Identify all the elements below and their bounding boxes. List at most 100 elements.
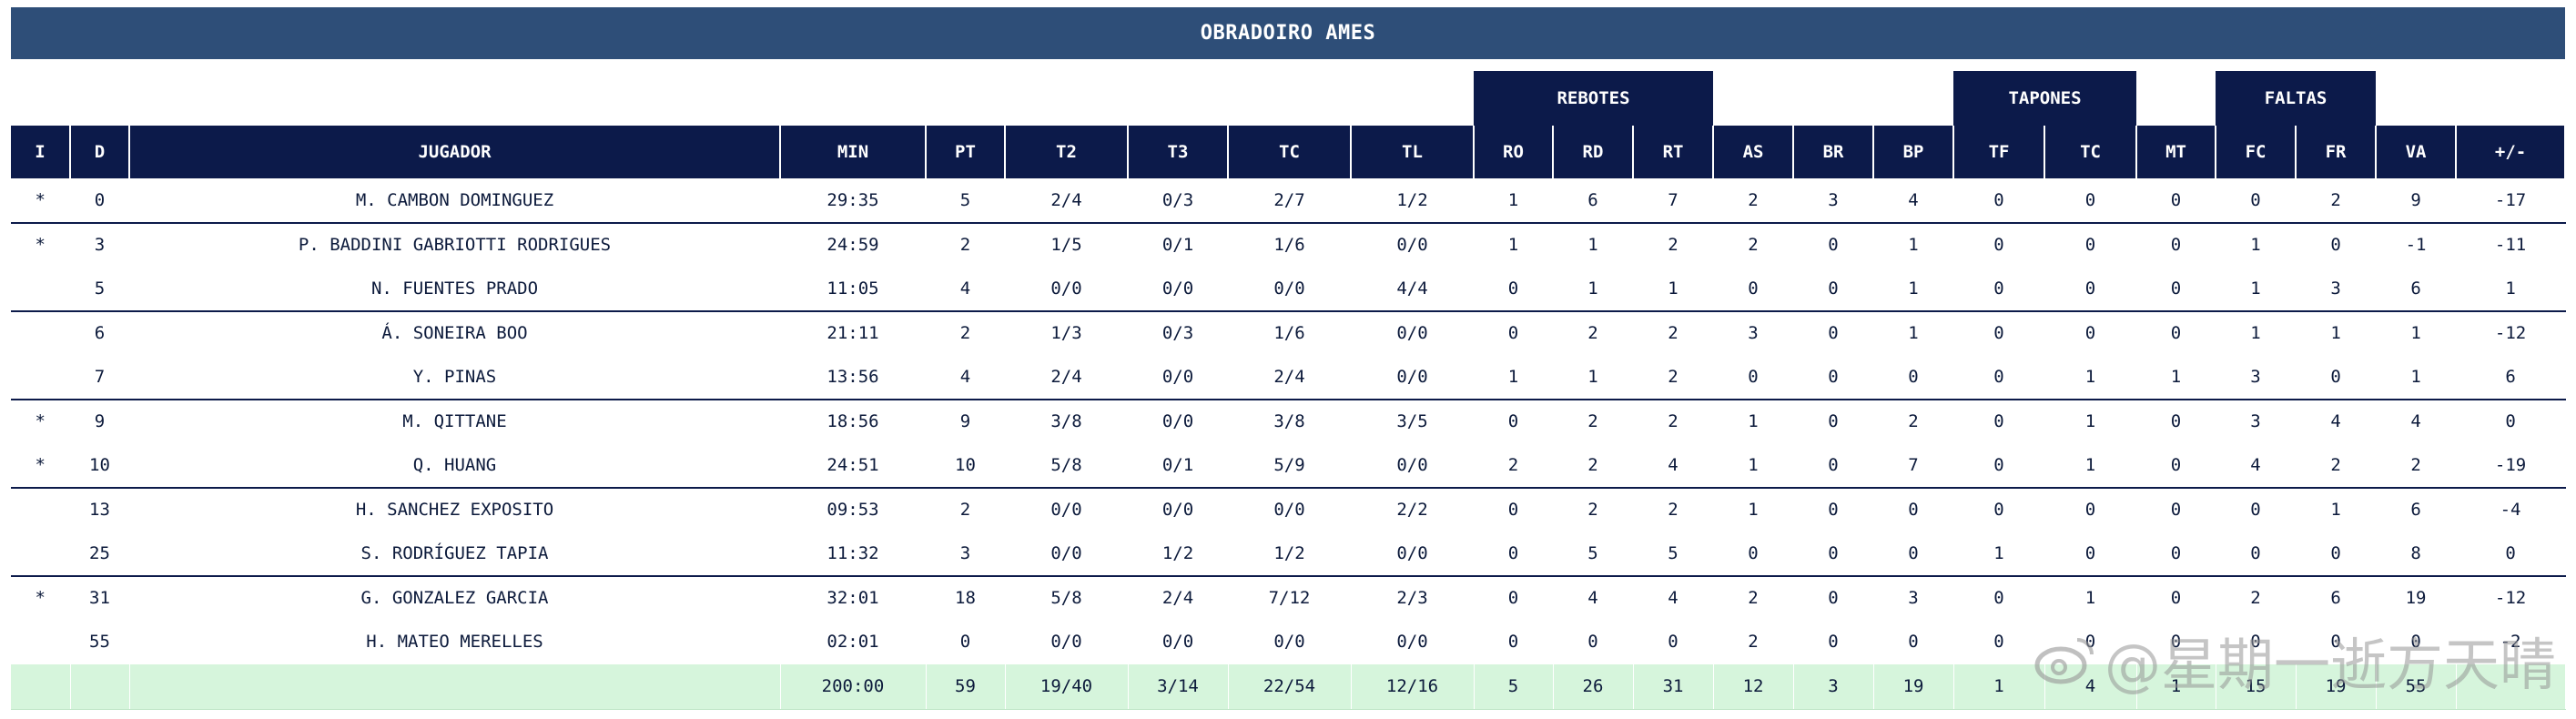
stat-cell: 3 — [1793, 178, 1874, 224]
stat-cell: 0 — [2136, 399, 2216, 443]
stat-cell: 3 — [2216, 399, 2297, 443]
stat-cell: 0 — [1953, 222, 2045, 267]
stat-cell: 0 — [1953, 399, 2045, 443]
stat-cell: 0 — [1793, 355, 1874, 400]
stat-cell: 9 — [2376, 178, 2457, 224]
stat-cell: 1 — [1713, 399, 1794, 443]
stat-cell: 7 — [70, 355, 130, 400]
stat-cell: 0 — [2044, 178, 2137, 224]
stat-cell: 0 — [1873, 532, 1954, 577]
stat-cell: 0 — [2296, 355, 2377, 400]
stat-cell: 4 — [1633, 575, 1714, 620]
player-row: * 0 M. CAMBON DOMINGUEZ 29:35 5 2/4 0/3 2/7 1/2 1… — [11, 178, 2566, 224]
player-name: N. FUENTES PRADO — [129, 267, 781, 312]
stat-cell — [11, 532, 71, 577]
stat-cell: 0/0 — [1228, 487, 1352, 532]
stat-cell: 1 — [1553, 222, 1634, 267]
stat-cell: 7 — [1633, 178, 1714, 224]
team-title-bar: OBRADOIRO AMES — [11, 7, 2565, 59]
total-cell: 12 — [1713, 663, 1794, 710]
col-header: TF — [1953, 126, 2046, 178]
stat-cell: 1 — [2044, 575, 2137, 620]
stat-cell: 2 — [1713, 178, 1794, 224]
stat-cell: 1 — [2216, 267, 2297, 312]
stat-cell: 0 — [2136, 487, 2216, 532]
stat-cell: 0 — [2136, 575, 2216, 620]
stat-cell: 0 — [2044, 310, 2137, 355]
col-header: FC — [2216, 126, 2297, 178]
stat-cell: 32:01 — [780, 575, 927, 620]
col-header: D — [70, 126, 130, 178]
stat-cell: 0 — [1713, 355, 1794, 400]
total-cell: 3 — [1793, 663, 1874, 710]
stat-cell: 24:59 — [780, 222, 927, 267]
stat-cell: 0 — [2136, 620, 2216, 664]
stat-cell: 0/0 — [1351, 355, 1475, 400]
stat-cell: 0/0 — [1128, 267, 1229, 312]
stat-cell: 2 — [926, 310, 1006, 355]
stat-cell: 0/0 — [1351, 620, 1475, 664]
stat-cell: * — [11, 443, 71, 489]
stat-cell: 0/0 — [1228, 620, 1352, 664]
stat-cell: 2/2 — [1351, 487, 1475, 532]
total-cell: 1 — [2136, 663, 2216, 710]
stat-cell: 1 — [2296, 487, 2377, 532]
stat-cell: 2 — [1633, 487, 1714, 532]
stat-cell: 0/0 — [1005, 620, 1129, 664]
stat-cell: 1 — [1713, 487, 1794, 532]
stat-cell: 1 — [1873, 310, 1954, 355]
stat-cell: 3/8 — [1228, 399, 1352, 443]
player-row: 6 Á. SONEIRA BOO 21:11 2 1/3 0/3 1/6 0/0 0 2 2 3 0 1 0… — [11, 310, 2566, 355]
stat-cell: 0 — [2216, 178, 2297, 224]
col-header: +/- — [2456, 126, 2567, 178]
stat-cell: 0 — [1953, 355, 2045, 400]
total-cell: 55 — [2376, 663, 2457, 710]
stat-cell: 0 — [1793, 620, 1874, 664]
stat-cell — [11, 355, 71, 400]
stat-cell: 2/4 — [1228, 355, 1352, 400]
stat-cell: 2 — [1633, 399, 1714, 443]
group-rebotes: REBOTES — [1474, 71, 1714, 126]
stat-cell: 1 — [2044, 399, 2137, 443]
stat-cell: 0/0 — [1128, 487, 1229, 532]
stat-cell: 0 — [2136, 267, 2216, 312]
total-cell: 31 — [1633, 663, 1714, 710]
stat-cell: 2 — [1553, 443, 1634, 489]
stat-cell: 6 — [2376, 487, 2457, 532]
player-name: Q. HUANG — [129, 443, 781, 489]
stat-cell: 21:11 — [780, 310, 927, 355]
player-rows: * 0 M. CAMBON DOMINGUEZ 29:35 5 2/4 0/3 2/7 1/2 1… — [11, 178, 2566, 710]
stat-cell: 1/2 — [1351, 178, 1475, 224]
stat-cell: * — [11, 178, 71, 224]
stat-cell: 0/3 — [1128, 178, 1229, 224]
stat-cell: 2 — [1474, 443, 1554, 489]
stat-cell: 0 — [1474, 620, 1554, 664]
player-row: 55 H. MATEO MERELLES 02:01 0 0/0 0/0 0/0 0/0 0 0 0… — [11, 620, 2566, 664]
stat-cell: 0 — [2216, 487, 2297, 532]
stat-cell: 1 — [1953, 532, 2045, 577]
stat-cell: 0 — [2456, 532, 2566, 577]
stat-cell: 1 — [2216, 222, 2297, 267]
col-header: TC — [1228, 126, 1352, 178]
col-header: BP — [1873, 126, 1955, 178]
stat-cell: 0 — [1873, 355, 1954, 400]
stat-cell: 0 — [1474, 399, 1554, 443]
stat-cell: 0 — [1953, 443, 2045, 489]
stat-cell: 0/0 — [1128, 620, 1229, 664]
stat-cell: 25 — [70, 532, 130, 577]
col-header: TC — [2044, 126, 2138, 178]
total-cell: 59 — [926, 663, 1006, 710]
stat-cell: 18:56 — [780, 399, 927, 443]
stat-cell: 0/1 — [1128, 443, 1229, 489]
stat-cell: 3 — [1713, 310, 1794, 355]
total-cell: 3/14 — [1128, 663, 1229, 710]
stat-cell: 0/0 — [1228, 267, 1352, 312]
stat-cell: 0 — [70, 178, 130, 224]
stat-cell: 1 — [1474, 222, 1554, 267]
total-cell: 4 — [2044, 663, 2137, 710]
stat-cell: 0 — [1793, 222, 1874, 267]
stat-cell: 1 — [1474, 355, 1554, 400]
stat-cell: 4/4 — [1351, 267, 1475, 312]
stat-cell: 1 — [1873, 222, 1954, 267]
player-row: * 9 M. QITTANE 18:56 9 3/8 0/0 3/8 3/5 0 2 2 1 0 2 0 1 0 3… — [11, 399, 2566, 443]
